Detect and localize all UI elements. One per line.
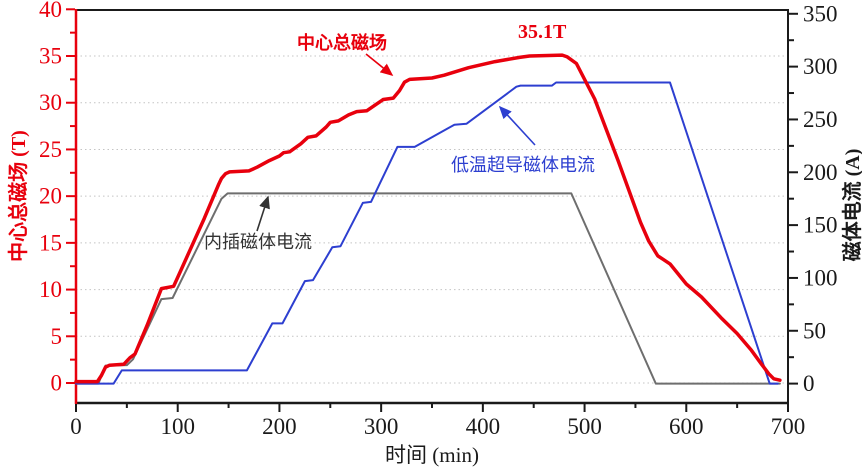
x-tick-label: 400 — [466, 414, 501, 439]
right-tick-label: 200 — [803, 160, 838, 185]
annotation-insert-magnet-current-label: 内插磁体电流 — [204, 232, 312, 252]
series-line-内插磁体电流 — [75, 192, 781, 385]
right-tick-label: 350 — [803, 1, 838, 26]
series-line-中心总磁场 — [74, 53, 782, 384]
annotation-peak-value: 35.1T — [518, 21, 567, 43]
x-tick-label: 200 — [262, 414, 297, 439]
x-axis-title: 时间 (min) — [385, 443, 479, 467]
right-tick-label: 50 — [803, 318, 826, 343]
x-tick-label: 500 — [567, 414, 602, 439]
left-tick-label: 10 — [39, 277, 62, 302]
annotation-arrow — [365, 53, 394, 77]
left-tick-label: 15 — [39, 230, 62, 255]
right-tick-label: 300 — [803, 54, 838, 79]
left-tick-label: 35 — [39, 44, 62, 69]
left-tick-label: 25 — [39, 137, 62, 162]
series-line-低温超导磁体电流 — [75, 81, 779, 385]
right-axis-title: 磁体电流 (A) — [842, 148, 862, 262]
right-tick-label: 0 — [803, 371, 815, 396]
left-axis-title: 中心总磁场 (T) — [8, 130, 30, 262]
right-tick-label: 150 — [803, 213, 838, 238]
left-tick-label: 30 — [39, 90, 62, 115]
x-tick-label: 700 — [771, 414, 806, 439]
annotation-arrow — [256, 195, 270, 232]
x-tick-label: 0 — [70, 414, 82, 439]
left-tick-label: 5 — [51, 324, 63, 349]
annotation-sc-magnet-current-label: 低温超导磁体电流 — [451, 155, 595, 175]
right-tick-label: 250 — [803, 107, 838, 132]
x-tick-label: 100 — [160, 414, 195, 439]
annotation-arrow — [498, 105, 536, 146]
left-tick-label: 0 — [51, 371, 63, 396]
x-tick-label: 300 — [364, 414, 399, 439]
annotation-center-field-label: 中心总磁场 — [297, 33, 387, 53]
left-tick-label: 20 — [39, 184, 62, 209]
left-tick-label: 40 — [39, 0, 62, 22]
x-tick-label: 600 — [669, 414, 704, 439]
right-tick-label: 100 — [803, 265, 838, 290]
